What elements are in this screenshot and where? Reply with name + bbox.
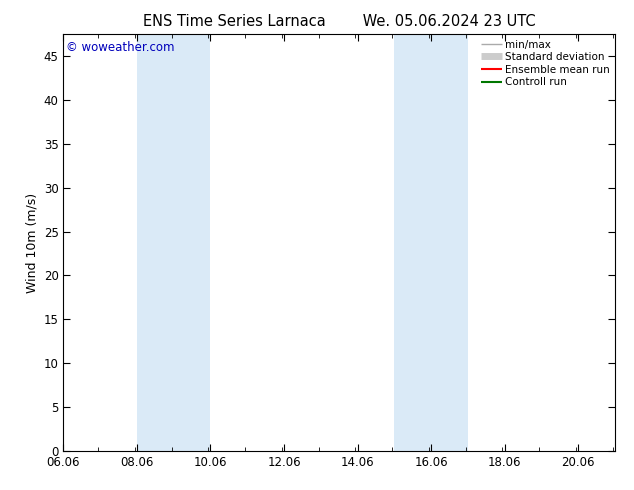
Bar [137, 34, 210, 451]
Legend: min/max, Standard deviation, Ensemble mean run, Controll run: min/max, Standard deviation, Ensemble me… [478, 36, 613, 91]
Title: ENS Time Series Larnaca        We. 05.06.2024 23 UTC: ENS Time Series Larnaca We. 05.06.2024 2… [143, 14, 536, 29]
Y-axis label: Wind 10m (m/s): Wind 10m (m/s) [25, 193, 38, 293]
Text: © woweather.com: © woweather.com [66, 41, 174, 53]
Bar [394, 34, 468, 451]
